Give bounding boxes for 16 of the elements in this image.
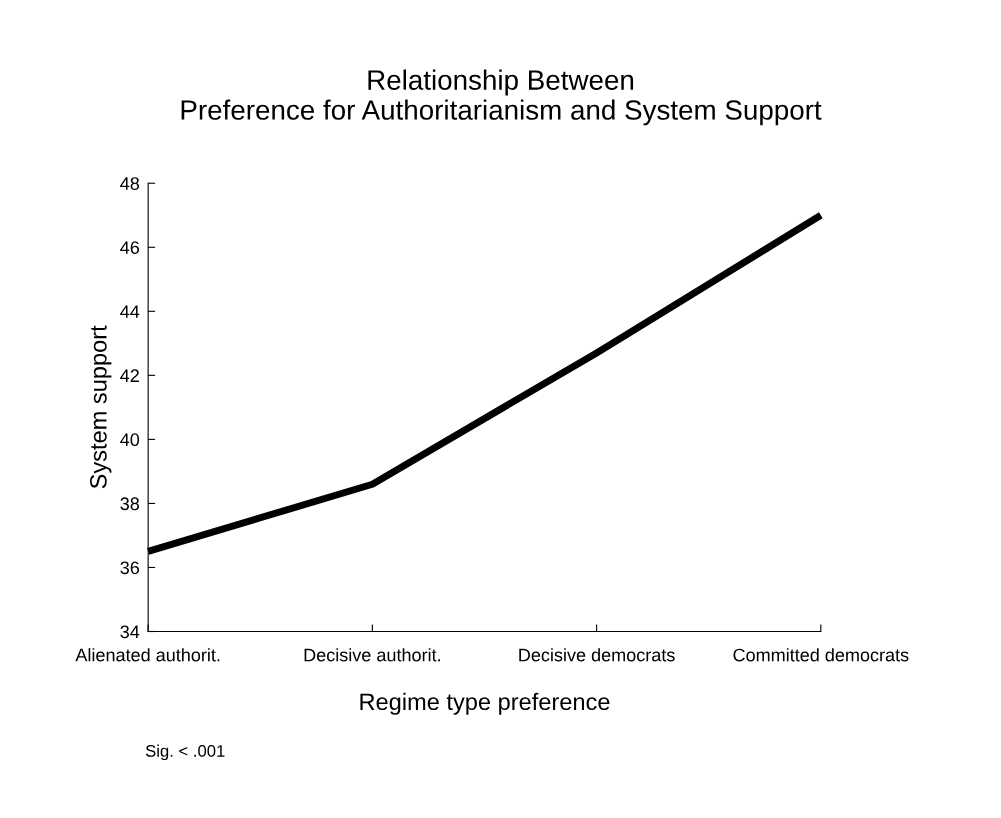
y-tick-label: 40 [120, 433, 140, 447]
y-tick-label: 36 [120, 561, 140, 575]
x-axis-title: Regime type preference [360, 692, 610, 715]
y-axis-title: System support [90, 325, 112, 489]
chart-title: Relationship Between Preference for Authoritarianism and System Support [181, 69, 822, 126]
y-tick-label: 46 [120, 241, 140, 254]
y-tick-label: 48 [120, 177, 140, 190]
y-tick-label: 42 [120, 369, 139, 382]
text: Sig. < .001 [145, 744, 225, 761]
x-tick-label: Alienated authorit. [75, 648, 220, 662]
x-tick-label: Committed democrats [733, 648, 909, 662]
y-tick-label: 34 [120, 625, 140, 639]
x-tick-label: Decisive authorit. [304, 648, 440, 662]
y-tick-label: 44 [120, 305, 140, 318]
y-tick-label: 38 [120, 497, 140, 511]
x-tick-label: Decisive democrats [519, 648, 675, 662]
